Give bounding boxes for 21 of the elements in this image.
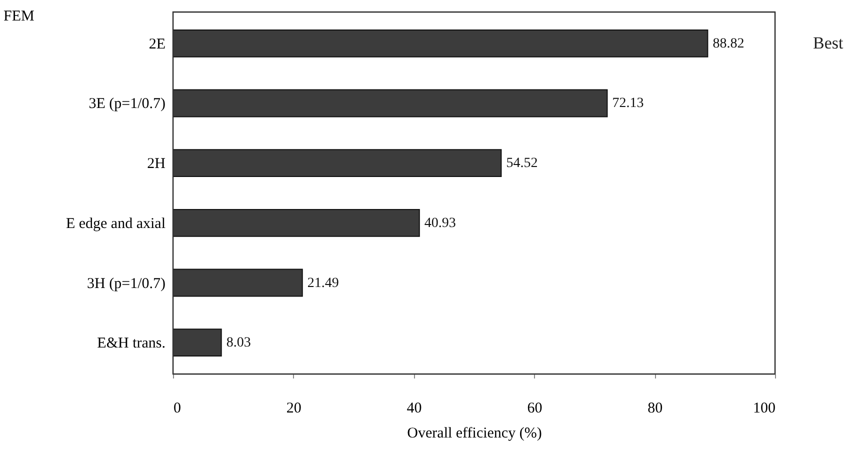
y-tick-label: E&H trans. [97,336,166,352]
y-axis-title: FEM [4,8,34,24]
data-label: 40.93 [424,216,456,231]
data-label: 72.13 [612,96,644,112]
x-tick-label: 100 [753,400,776,416]
data-label: 88.82 [712,36,744,52]
y-tick-label: 2E [148,36,166,52]
data-label: 54.52 [506,156,538,172]
y-tick-label: 3H (p=1/0.7) [87,276,166,292]
y-tick-label: 2H [147,156,166,172]
y-tick-label: E edge and axial [66,216,166,232]
x-tick-label: 0 [174,400,181,416]
data-label: 8.03 [226,336,251,351]
x-tick-label: 20 [286,400,302,416]
data-label: 21.49 [307,276,339,291]
text: Best [813,33,844,52]
x-tick-label: 80 [648,400,663,416]
x-axis-title: Overall efficiency (%) [407,426,542,442]
x-tick-label: 40 [406,400,422,416]
y-tick-label: 3E (p=1/0.7) [88,96,166,112]
x-tick-label: 60 [527,400,542,416]
